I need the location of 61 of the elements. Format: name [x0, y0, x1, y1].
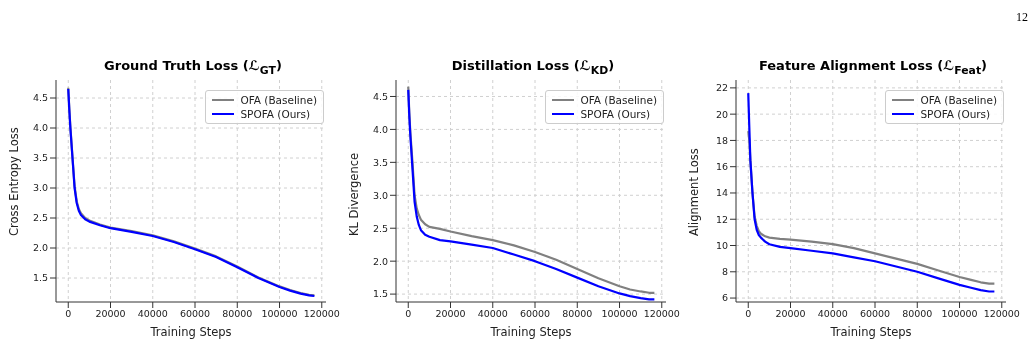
x-tick-label: 60000	[859, 307, 891, 319]
x-tick-label: 20000	[775, 307, 806, 319]
y-tick-label: 2.5	[32, 212, 48, 224]
y-tick-label: 3.5	[32, 152, 48, 164]
x-tick-label: 40000	[137, 307, 168, 319]
y-tick-label: 2.0	[372, 255, 388, 267]
chart-title: Distillation Loss (ℒ$_{KD}$)	[450, 58, 616, 77]
x-tick-label: 20000	[435, 307, 466, 319]
x-tick-label: 80000	[902, 307, 933, 319]
y-tick-label: 4.5	[372, 90, 388, 102]
legend-label: SPOFA (Ours)	[240, 107, 311, 121]
chart-title: Ground Truth Loss (ℒ$_{GT}$)	[103, 58, 283, 77]
x-tick-label: 100000	[941, 307, 978, 319]
x-tick-label: 40000	[817, 307, 848, 319]
y-tick-label: 2.0	[32, 242, 48, 254]
x-tick-label: 0	[65, 307, 72, 319]
legend-label: SPOFA (Ours)	[920, 107, 991, 121]
y-tick-label: 1.5	[372, 288, 388, 300]
y-axis-title: Cross Entropy Loss	[7, 127, 22, 236]
x-tick-label: 0	[745, 307, 752, 319]
y-tick-label: 6	[721, 292, 728, 304]
y-axis-title: KL Divergence	[347, 152, 362, 236]
y-tick-label: 12	[715, 213, 728, 225]
x-tick-label: 120000	[643, 307, 680, 319]
x-tick-label: 80000	[562, 307, 593, 319]
legend-label: OFA (Baseline)	[580, 93, 657, 107]
x-tick-label: 60000	[519, 307, 551, 319]
x-tick-label: 80000	[222, 307, 253, 319]
y-tick-label: 2.5	[372, 222, 388, 234]
y-tick-label: 4.0	[372, 123, 388, 135]
y-tick-label: 10	[715, 239, 728, 251]
y-tick-label: 4.0	[32, 122, 48, 134]
y-tick-label: 16	[715, 161, 728, 173]
y-tick-label: 3.0	[372, 189, 388, 201]
x-tick-label: 100000	[261, 307, 298, 319]
x-axis-title: Training Steps	[489, 325, 572, 339]
x-tick-label: 20000	[95, 307, 126, 319]
y-tick-label: 14	[715, 187, 728, 199]
x-tick-label: 40000	[477, 307, 508, 319]
x-tick-label: 0	[405, 307, 412, 319]
legend-label: OFA (Baseline)	[920, 93, 997, 107]
line-series	[747, 92, 996, 293]
chart-title: Feature Alignment Loss (ℒ$_{Feat}$)	[757, 58, 989, 77]
text: 12	[1016, 10, 1028, 24]
y-axis-title: Alignment Loss	[687, 148, 702, 236]
y-tick-label: 3.0	[32, 182, 48, 194]
y-tick-label: 18	[715, 134, 728, 146]
y-tick-label: 1.5	[32, 272, 48, 284]
y-tick-label: 3.5	[372, 156, 388, 168]
y-tick-label: 4.5	[32, 92, 48, 104]
x-axis-title: Training Steps	[829, 325, 912, 339]
x-tick-label: 120000	[303, 307, 340, 319]
legend-label: OFA (Baseline)	[240, 93, 317, 107]
y-tick-label: 20	[715, 108, 728, 120]
x-tick-label: 60000	[179, 307, 211, 319]
x-tick-label: 100000	[601, 307, 638, 319]
legend-label: SPOFA (Ours)	[580, 107, 651, 121]
y-tick-label: 8	[721, 266, 728, 278]
x-axis-title: Training Steps	[149, 325, 232, 339]
y-tick-label: 22	[715, 82, 728, 94]
x-tick-label: 120000	[983, 307, 1020, 319]
